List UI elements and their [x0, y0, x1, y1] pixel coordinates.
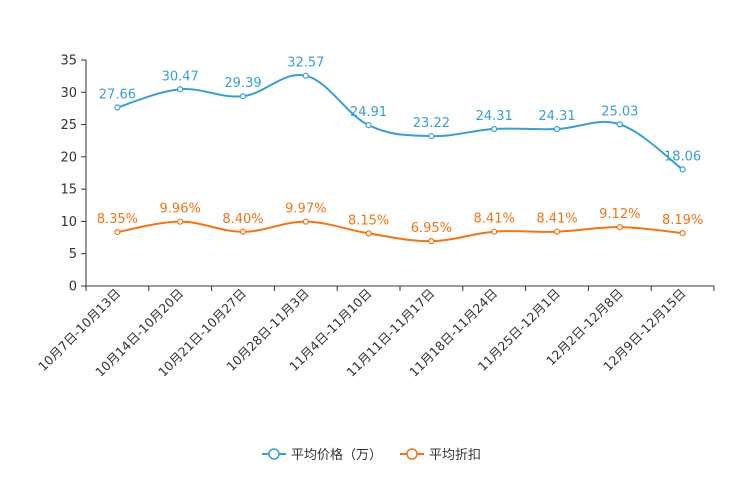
data-point-1-1[interactable] — [177, 218, 184, 225]
series-layer — [114, 72, 686, 245]
legend-label: 平均价格（万） — [291, 447, 382, 463]
y-tick-label: 25 — [60, 118, 77, 133]
data-label-0-4: 24.91 — [350, 105, 387, 120]
data-point-0-2[interactable] — [239, 93, 247, 100]
data-label-0-1: 30.47 — [162, 69, 199, 84]
data-point-0-0[interactable] — [114, 104, 121, 111]
data-label-1-9: 8.19% — [662, 213, 703, 228]
y-tick-label: 20 — [60, 150, 77, 165]
data-label-1-7: 8.41% — [536, 212, 577, 227]
data-point-0-5[interactable] — [428, 132, 435, 140]
data-label-0-7: 24.31 — [538, 109, 575, 124]
data-label-1-0: 8.35% — [97, 212, 138, 227]
y-tick-label: 15 — [60, 183, 77, 198]
data-label-0-0: 27.66 — [99, 87, 136, 102]
data-labels: 27.66 30.47 29.39 32.57 24.91 23.22 24.31 24.31… — [97, 56, 704, 236]
y-tick-label: 5 — [69, 247, 77, 262]
y-tick-label: 35 — [60, 54, 77, 69]
data-label-0-5: 23.22 — [413, 116, 450, 131]
legend-item-1[interactable]: 平均折扣 — [400, 448, 481, 463]
data-point-1-6[interactable] — [491, 228, 498, 235]
data-point-1-8[interactable] — [616, 224, 623, 231]
series-line-1 — [117, 220, 683, 243]
legend-item-0[interactable]: 平均价格（万） — [262, 447, 382, 463]
data-point-0-1[interactable] — [177, 86, 184, 93]
data-point-0-7[interactable] — [553, 125, 561, 133]
legend-marker-icon — [406, 448, 418, 460]
data-label-1-2: 8.40% — [222, 212, 263, 227]
y-tick-label: 10 — [60, 215, 77, 230]
data-point-1-5[interactable] — [428, 238, 435, 245]
data-label-1-6: 8.41% — [474, 212, 515, 227]
data-point-1-7[interactable] — [553, 228, 561, 235]
y-tick-label: 30 — [60, 86, 77, 101]
data-point-1-4[interactable] — [365, 230, 372, 237]
data-label-1-1: 9.96% — [160, 202, 201, 217]
data-label-0-9: 18.06 — [664, 149, 701, 164]
y-tick-label: 0 — [69, 280, 77, 295]
data-label-0-8: 25.03 — [601, 104, 638, 119]
data-label-0-6: 24.31 — [476, 109, 513, 124]
data-point-1-0[interactable] — [114, 228, 121, 236]
data-point-0-8[interactable] — [616, 121, 623, 128]
data-point-1-3[interactable] — [302, 218, 309, 225]
data-label-1-8: 9.12% — [599, 207, 640, 222]
data-label-1-4: 8.15% — [348, 213, 389, 228]
data-label-0-3: 32.57 — [287, 56, 324, 71]
data-label-0-2: 29.39 — [224, 76, 261, 91]
data-point-0-9[interactable] — [679, 166, 686, 173]
data-point-0-6[interactable] — [491, 125, 498, 133]
legend[interactable]: 平均价格（万） 平均折扣 — [262, 447, 481, 463]
data-point-1-9[interactable] — [679, 230, 686, 237]
data-label-1-3: 9.97% — [285, 202, 326, 217]
series-line-0 — [117, 73, 684, 171]
data-point-0-3[interactable] — [302, 72, 309, 79]
data-point-0-4[interactable] — [365, 122, 372, 129]
legend-marker-icon — [268, 448, 280, 460]
data-point-1-2[interactable] — [239, 228, 247, 235]
legend-label: 平均折扣 — [429, 448, 481, 463]
data-label-1-5: 6.95% — [411, 221, 452, 236]
